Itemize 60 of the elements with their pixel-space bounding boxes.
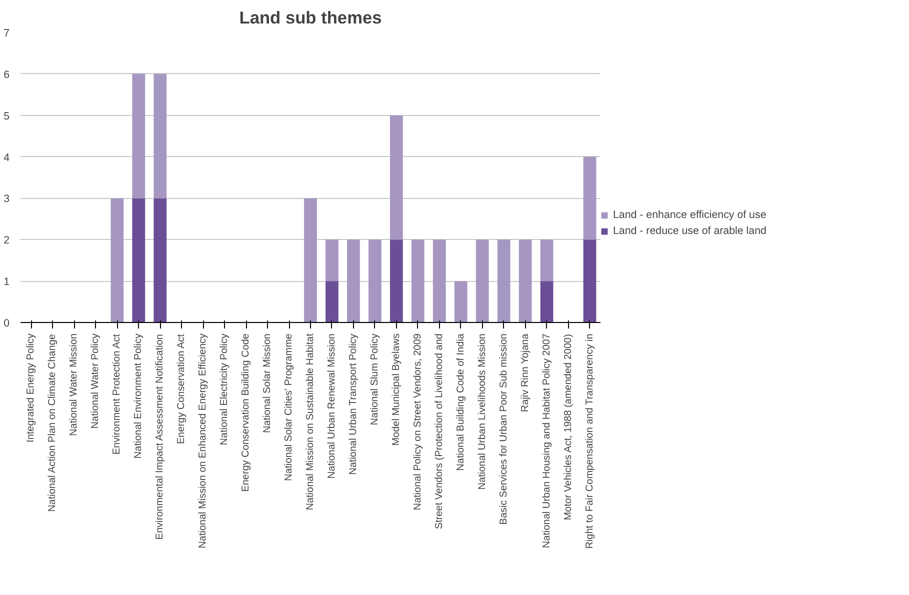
legend-label: Land - enhance efficiency of use bbox=[613, 209, 766, 221]
bar bbox=[132, 198, 146, 322]
bar bbox=[110, 198, 124, 322]
x-tick-label: National Electricity Policy bbox=[219, 333, 230, 446]
bar bbox=[518, 240, 532, 322]
bar bbox=[326, 240, 338, 282]
x-tick-label: National Water Policy bbox=[90, 333, 102, 429]
x-tick-label: National Solar Cities' Programme bbox=[284, 333, 295, 482]
x-tick-label: National Urban Livelihoods Mission bbox=[476, 333, 488, 490]
y-tick-label: 0 bbox=[4, 318, 10, 330]
bar bbox=[132, 74, 146, 198]
bar bbox=[390, 240, 403, 322]
x-tick-label: Energy Conservation Building Code bbox=[240, 333, 252, 492]
x-tick-label: Environment Protection Act bbox=[112, 334, 123, 455]
bar bbox=[326, 281, 338, 322]
x-tick-label: Energy Conservation Act bbox=[176, 334, 188, 444]
x-tick-label: National Building Code of India bbox=[455, 333, 466, 471]
bar bbox=[368, 240, 382, 322]
bar bbox=[583, 156, 596, 240]
x-tick-label: Integrated Energy Policy bbox=[26, 333, 37, 442]
bar bbox=[540, 281, 554, 322]
y-tick-label: 5 bbox=[4, 110, 10, 122]
x-tick-label: National Mission on Sustainable Habitat bbox=[305, 333, 316, 510]
x-tick-label: National Solar Mission bbox=[262, 333, 274, 433]
bar bbox=[304, 198, 317, 322]
x-tick-label: Environmental Impact Assessment Notification bbox=[154, 334, 166, 540]
x-tick-label: National Slum Policy bbox=[369, 333, 380, 426]
chart-title: Land sub themes bbox=[239, 8, 382, 28]
bar bbox=[154, 198, 167, 322]
x-tick-label: Rajiv Rinn Yojana bbox=[520, 333, 531, 412]
x-tick-label: Model Municipal Byelaws bbox=[390, 333, 402, 446]
legend-label: Land - reduce use of arable land bbox=[613, 225, 766, 237]
bar bbox=[476, 240, 489, 322]
x-tick-label: National Environment Policy bbox=[133, 333, 144, 459]
y-tick-label: 7 bbox=[4, 28, 10, 40]
x-tick-label: National Action Plan on Climate Change bbox=[47, 334, 58, 512]
bar bbox=[411, 240, 424, 322]
bar bbox=[390, 115, 403, 240]
x-tick-label: National Water Mission bbox=[68, 333, 80, 436]
bar bbox=[497, 240, 510, 322]
bar bbox=[583, 240, 596, 322]
y-tick-label: 3 bbox=[4, 193, 10, 206]
bar bbox=[454, 281, 468, 322]
bar bbox=[432, 240, 446, 322]
x-tick-label: National Policy on Street Vendors, 2009 bbox=[412, 333, 424, 510]
y-tick-label: 1 bbox=[4, 276, 10, 288]
bar bbox=[154, 74, 167, 198]
x-tick-label: Right to Fair Compensation and Transparency in bbox=[584, 334, 596, 549]
y-tick-label: 6 bbox=[4, 68, 10, 81]
bar bbox=[347, 240, 360, 322]
x-tick-label: National Urban Renewal Mission bbox=[326, 333, 338, 479]
x-tick-label: Basic Services for Urban Poor Sub mission bbox=[498, 334, 510, 525]
y-tick-label: 2 bbox=[4, 234, 10, 247]
x-tick-label: Street Vendors (Protection of Livelihood and bbox=[434, 333, 445, 530]
x-tick-label: Motor Vehicles Act, 1988 (amended 2000) bbox=[562, 334, 574, 520]
x-tick-label: National Urban Housing and Habitat Policy 2007 bbox=[541, 333, 552, 548]
x-tick-label: National Urban Transport Policy bbox=[348, 334, 359, 475]
x-tick-label: National Mission on Enhanced Energy Efficiency bbox=[198, 334, 209, 548]
y-tick-label: 4 bbox=[4, 152, 10, 164]
bar bbox=[540, 240, 554, 282]
